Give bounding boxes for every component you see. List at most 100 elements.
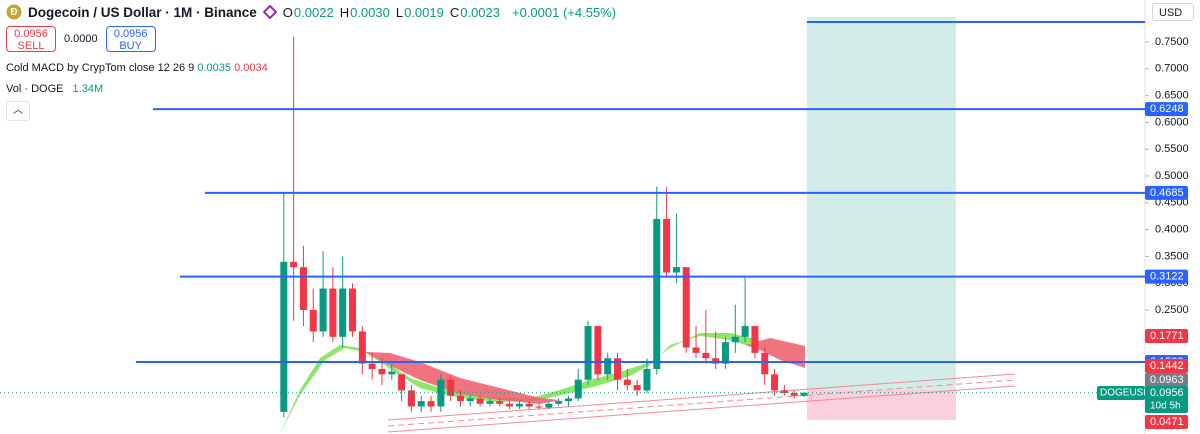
ohlc-value: 0.0030 (350, 4, 390, 20)
candle-body (614, 358, 622, 380)
candle-body (339, 288, 347, 337)
candle-body (368, 363, 376, 369)
indicator-name: Vol · DOGE (6, 83, 64, 95)
position-loss-zone (807, 390, 956, 420)
spread: 0.0000 (64, 33, 98, 45)
candle-body (643, 368, 651, 391)
macd-ribbon-bear (365, 352, 560, 404)
y-tick-label: 0.7000 (1155, 63, 1189, 75)
currency-select[interactable]: USD (1152, 3, 1194, 21)
channel-mid (387, 379, 1016, 427)
candle-body (388, 371, 396, 375)
candle-body (574, 379, 582, 399)
level-badge-label: 0.3122 (1150, 271, 1184, 283)
indicator-name: Cold MACD by CrypTom close 12 26 9 (6, 62, 195, 74)
candle-body (486, 401, 494, 404)
y-tick-label: 0.5000 (1155, 170, 1189, 182)
candle-body (800, 392, 808, 396)
coin-icon: Đ (6, 4, 22, 20)
symbol-badge-label: DOGEUSD (1100, 388, 1151, 399)
candle-body (623, 379, 631, 386)
ohlc: O0.0022 H0.0030 L0.0019 C0.0023 (283, 5, 506, 20)
ohlc-value: 0.0023 (460, 4, 500, 20)
candle-body (358, 331, 366, 364)
candle-body (456, 395, 464, 402)
svg-text:Đ: Đ (10, 7, 17, 18)
candle-body (378, 368, 386, 375)
last-price-label: 0.0956 (1150, 387, 1184, 399)
ohlc-value: 0.0019 (404, 4, 444, 20)
position-profit-zone (807, 17, 956, 390)
price-badge (1145, 329, 1188, 343)
buy-label: BUY (119, 40, 142, 52)
channel-line (387, 385, 1016, 433)
candle-body (417, 401, 425, 407)
candle-body (329, 288, 337, 337)
candle-body (604, 358, 612, 375)
macd-ribbon-bull (280, 333, 760, 434)
last-price-badge (1145, 386, 1188, 413)
candle-body (721, 342, 729, 364)
candle-body (545, 403, 553, 408)
price-badge-label: 0.1442 (1150, 360, 1184, 372)
sync-icon[interactable] (262, 5, 277, 19)
candle-body (407, 390, 415, 407)
y-tick-label: 0.6000 (1155, 116, 1189, 128)
candle-body (712, 358, 720, 364)
ohlc-value: 0.0022 (293, 4, 334, 20)
candle-body (398, 374, 406, 391)
candle-body (299, 267, 307, 311)
countdown-label: 10d 5h (1150, 401, 1181, 412)
candle-body (555, 401, 563, 404)
candle-body (476, 398, 484, 404)
candle-body (584, 326, 592, 380)
ohlc-key: H (339, 4, 350, 20)
candle-body (761, 352, 769, 375)
level-badge (1145, 102, 1188, 117)
indicator-volume: Vol · DOGE 1.34M (6, 83, 103, 95)
header: Đ Dogecoin / US Dollar · 1M · Binance O0… (6, 4, 616, 20)
ohlc-key: O (282, 4, 293, 20)
change: +0.0001 (+4.55%) (512, 4, 617, 20)
trade-panel: 0.0956 SELL 0.0000 0.0956 BUY (6, 26, 156, 52)
collapse-button[interactable]: ︿ (6, 101, 30, 121)
price-badge (1145, 359, 1188, 373)
indicator-value: 1.34M (72, 83, 104, 95)
price-badge-label: 0.1771 (1150, 330, 1184, 342)
buy-price: 0.0956 (113, 28, 148, 40)
ohlc-key: C (449, 4, 460, 20)
candle-body (515, 403, 523, 407)
price-badge-label: 0.0471 (1150, 416, 1184, 428)
candle-body (731, 336, 739, 343)
buy-button[interactable]: 0.0956 BUY (105, 26, 156, 52)
candle-body (594, 326, 602, 375)
candle-body (780, 390, 788, 394)
sell-button[interactable]: 0.0956 SELL (6, 26, 56, 52)
symbol-title: Dogecoin / US Dollar · 1M · Binance (28, 4, 257, 20)
candle-body (427, 401, 435, 407)
candle-body (771, 374, 779, 391)
candle-body (447, 379, 455, 396)
sell-label: SELL (17, 40, 45, 52)
macd-ribbon-bear (745, 338, 805, 368)
candle-body (280, 261, 288, 412)
candle-body (290, 261, 298, 268)
candle-body (663, 218, 671, 273)
y-tick-label: 0.7500 (1155, 36, 1189, 48)
level-badge (1145, 185, 1188, 200)
y-tick-label: 0.6500 (1155, 90, 1189, 102)
candle-body (692, 347, 700, 353)
candle-body (309, 310, 317, 332)
candle-body (466, 398, 474, 402)
level-badge-label: 0.4685 (1150, 187, 1184, 199)
candle-body (682, 267, 690, 348)
indicator-value: 0.0035 (197, 62, 232, 74)
candle-body (702, 352, 710, 359)
ohlc-key: L (395, 4, 404, 20)
candle-body (496, 401, 504, 404)
candle-body (672, 267, 680, 273)
candle-body (564, 398, 572, 402)
price-badge (1145, 373, 1188, 387)
